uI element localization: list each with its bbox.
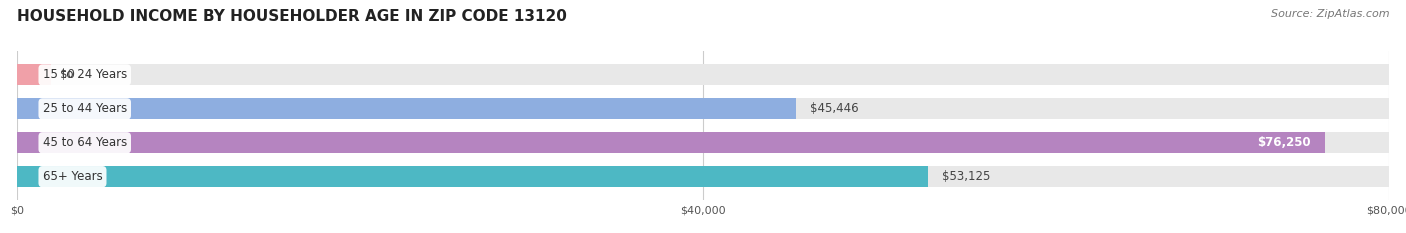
Bar (17, 98, 1389, 119)
Bar (17, 166, 928, 187)
Bar (17, 132, 1389, 153)
Text: $53,125: $53,125 (942, 170, 990, 183)
Text: HOUSEHOLD INCOME BY HOUSEHOLDER AGE IN ZIP CODE 13120: HOUSEHOLD INCOME BY HOUSEHOLDER AGE IN Z… (17, 9, 567, 24)
Text: $45,446: $45,446 (810, 102, 859, 115)
Text: $0: $0 (59, 69, 75, 82)
Text: Source: ZipAtlas.com: Source: ZipAtlas.com (1271, 9, 1389, 19)
Bar (17, 98, 796, 119)
Bar (17, 132, 1324, 153)
Text: 65+ Years: 65+ Years (42, 170, 103, 183)
Bar (17, 65, 51, 86)
Text: 45 to 64 Years: 45 to 64 Years (42, 136, 127, 149)
Bar (17, 65, 1389, 86)
Text: $76,250: $76,250 (1257, 136, 1310, 149)
Text: 25 to 44 Years: 25 to 44 Years (42, 102, 127, 115)
Text: 15 to 24 Years: 15 to 24 Years (42, 69, 127, 82)
Bar (17, 166, 1389, 187)
